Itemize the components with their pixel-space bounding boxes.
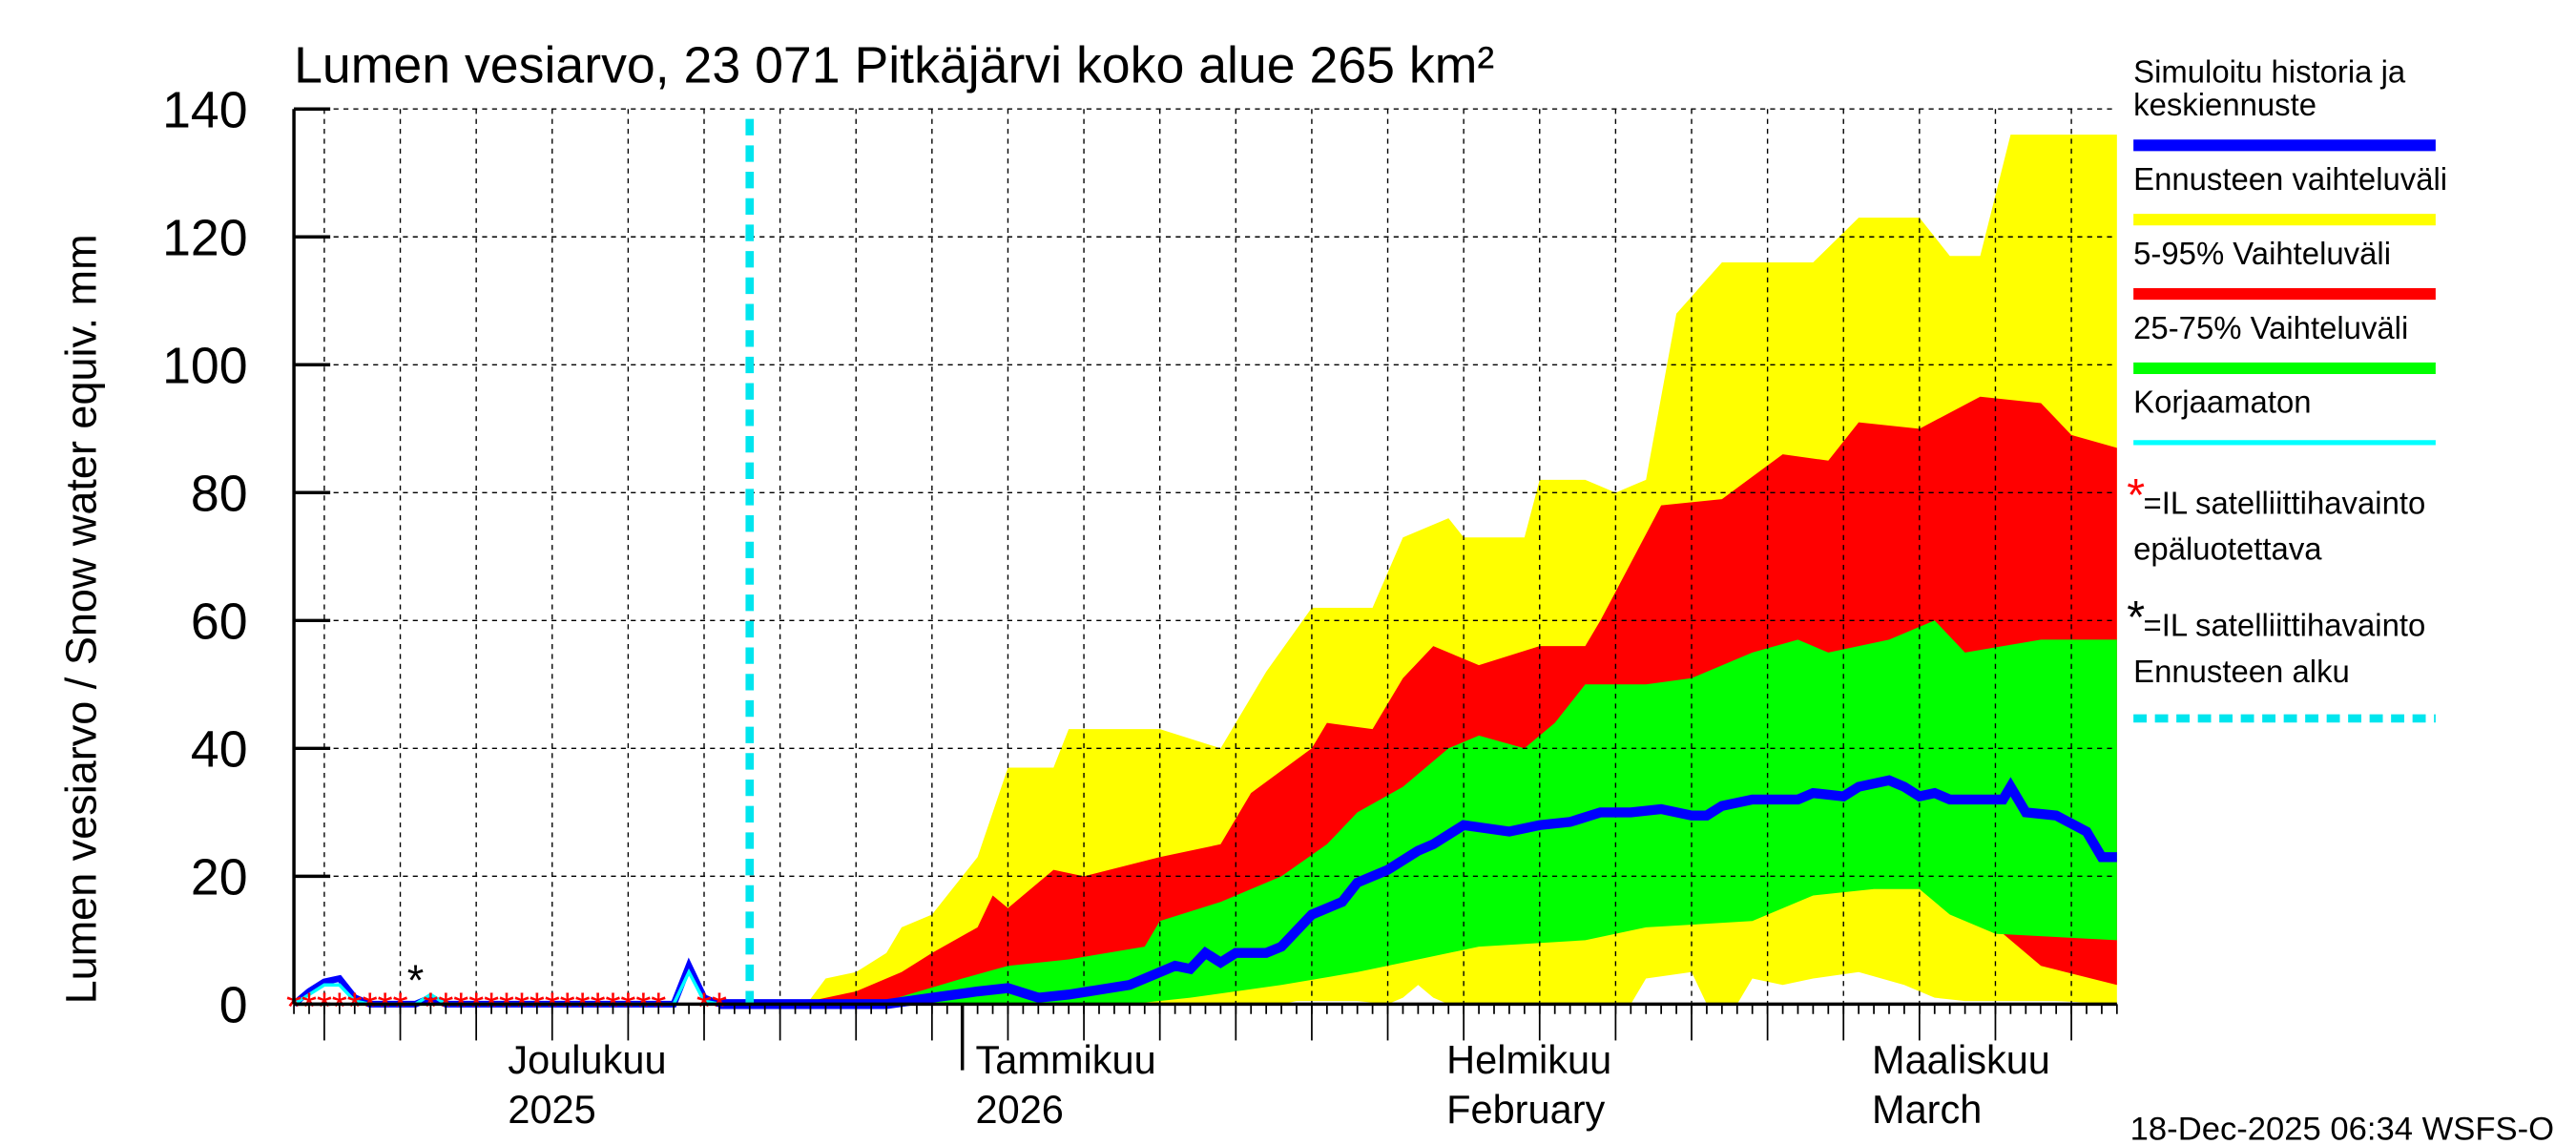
month-sublabel: 2025 [508,1087,595,1132]
month-label: Joulukuu [508,1037,666,1082]
legend-star-icon: * [2127,469,2145,521]
month-sublabel: February [1446,1087,1605,1132]
legend-label: Simuloitu historia ja [2133,54,2406,90]
y-tick-label: 120 [162,209,247,266]
y-tick-label: 0 [219,976,248,1033]
legend-label: 5-95% Vaihteluväli [2133,236,2391,271]
month-label: Maaliskuu [1872,1037,2050,1082]
month-sublabel: March [1872,1087,1982,1132]
legend-label: =IL satelliittihavainto [2144,485,2426,520]
y-tick-label: 40 [191,720,248,778]
y-tick-label: 60 [191,593,248,650]
chart-title: Lumen vesiarvo, 23 071 Pitkäjärvi koko a… [294,37,1494,94]
legend-star-icon: * [2127,592,2145,643]
month-label: Helmikuu [1446,1037,1611,1082]
y-tick-label: 80 [191,465,248,522]
y-tick-label: 140 [162,81,247,138]
bands [749,135,2117,1005]
y-tick-label: 100 [162,337,247,394]
legend-label: Ennusteen vaihteluväli [2133,161,2447,197]
legend-label: Korjaamaton [2133,385,2311,420]
median-forecast-line [718,775,2117,1010]
month-label: Tammikuu [976,1037,1156,1082]
legend-label: Ennusteen alku [2133,654,2350,689]
black-satellite-marker: * [407,956,425,1005]
legend-label: =IL satelliittihavainto [2144,607,2426,642]
band-p25-75 [749,620,2117,1005]
month-sublabel: 2026 [976,1087,1064,1132]
footer-timestamp: 18-Dec-2025 06:34 WSFS-O [2130,1111,2554,1145]
legend-label: 25-75% Vaihteluväli [2133,310,2408,345]
legend-label: keskiennuste [2133,87,2316,122]
legend-label: epäluotettava [2133,531,2322,567]
y-axis-label: Lumen vesiarvo / Snow water equiv. mm [56,234,105,1004]
axes: 0 20 40 60 80 100 120 140 Joulukuu 2025 Tammikuu 20… [162,81,2118,1132]
grid [294,108,2117,1005]
y-tick-label: 20 [191,848,248,906]
